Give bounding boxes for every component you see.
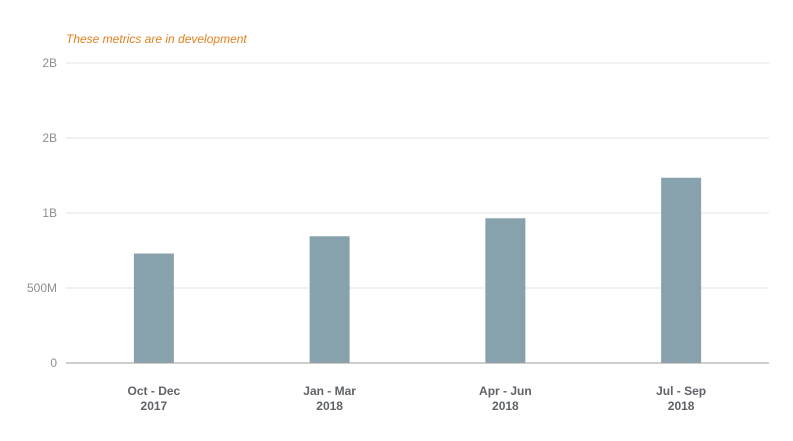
bar xyxy=(133,253,174,363)
x-tick-label: Jan - Mar xyxy=(303,384,356,398)
x-tick-label: 2018 xyxy=(668,399,695,413)
y-tick-label: 2B xyxy=(42,131,57,145)
bars xyxy=(133,177,702,363)
x-tick-label: 2018 xyxy=(492,399,519,413)
y-tick-label: 1B xyxy=(42,206,57,220)
development-note: These metrics are in development xyxy=(66,32,247,46)
x-tick-label: Jul - Sep xyxy=(656,384,706,398)
y-tick-label: 500M xyxy=(27,281,57,295)
y-axis: 0 500M 1B 2B 2B xyxy=(27,56,57,370)
y-tick-label: 0 xyxy=(50,356,57,370)
x-tick-label: Oct - Dec xyxy=(128,384,181,398)
bar xyxy=(661,177,702,363)
bar xyxy=(309,236,350,363)
y-tick-label: 2B xyxy=(42,56,57,70)
x-tick-label: 2017 xyxy=(141,399,168,413)
x-tick-label: 2018 xyxy=(316,399,343,413)
x-tick-label: Apr - Jun xyxy=(479,384,532,398)
gridlines xyxy=(66,62,769,289)
bar xyxy=(485,218,526,363)
